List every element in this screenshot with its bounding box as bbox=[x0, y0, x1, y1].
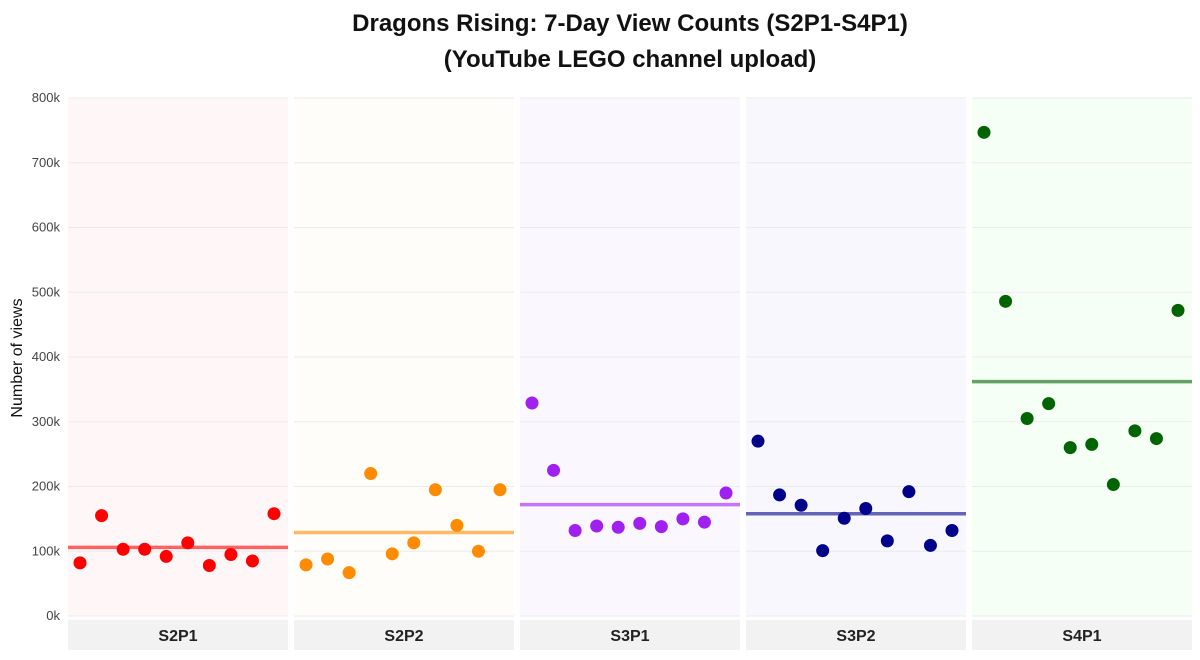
data-point bbox=[407, 536, 421, 550]
data-point bbox=[1128, 424, 1142, 438]
facet-panel: S3P2 bbox=[746, 97, 966, 650]
facet-strip bbox=[972, 620, 1192, 650]
data-point bbox=[73, 556, 87, 570]
facet-strip bbox=[746, 620, 966, 650]
chart-subtitle: (YouTube LEGO channel upload) bbox=[443, 46, 817, 73]
y-tick-label: 800k bbox=[32, 90, 61, 105]
y-axis: 0k 100k 200k 300k 400k 500k 600k 700k 800k bbox=[32, 90, 61, 623]
data-point bbox=[999, 294, 1013, 308]
data-point bbox=[773, 488, 787, 502]
data-point bbox=[902, 485, 916, 499]
y-tick-label: 700k bbox=[32, 155, 61, 170]
facet-panel: S3P1 bbox=[520, 97, 740, 650]
y-tick-label: 300k bbox=[32, 414, 61, 429]
data-point bbox=[697, 515, 711, 529]
data-point bbox=[525, 396, 539, 410]
data-point bbox=[202, 558, 216, 572]
data-point bbox=[299, 558, 313, 572]
data-point bbox=[1171, 303, 1185, 317]
data-point bbox=[116, 542, 130, 556]
facet-strip bbox=[68, 620, 288, 650]
data-point bbox=[138, 542, 152, 556]
data-point bbox=[159, 549, 173, 563]
data-point bbox=[816, 544, 830, 558]
facet-panels: S2P1 S2P2 S3P1 S3P2 S4P1 bbox=[68, 97, 1192, 650]
facet-label: S2P1 bbox=[158, 628, 197, 645]
data-point bbox=[181, 536, 195, 550]
data-point bbox=[945, 524, 959, 538]
data-point bbox=[493, 483, 507, 497]
chart-title-block: Dragons Rising: 7-Day View Counts (S2P1-… bbox=[0, 6, 1200, 78]
data-point bbox=[1042, 397, 1056, 411]
facet-panel: S2P2 bbox=[294, 97, 514, 650]
y-tick-label: 500k bbox=[32, 284, 61, 299]
data-point bbox=[471, 544, 485, 558]
data-point bbox=[611, 520, 625, 534]
data-point bbox=[342, 566, 356, 580]
data-point bbox=[751, 434, 765, 448]
y-tick-label: 400k bbox=[32, 349, 61, 364]
data-point bbox=[794, 498, 808, 512]
chart-title: Dragons Rising: 7-Day View Counts (S2P1-… bbox=[352, 10, 908, 37]
data-point bbox=[245, 554, 259, 568]
facet-panel: S4P1 bbox=[972, 97, 1192, 650]
data-point bbox=[590, 519, 604, 533]
data-point bbox=[1085, 437, 1099, 451]
data-point bbox=[224, 547, 238, 561]
data-point bbox=[547, 463, 561, 477]
data-point bbox=[633, 516, 647, 530]
data-point bbox=[428, 483, 442, 497]
data-point bbox=[977, 125, 991, 139]
facet-strip bbox=[294, 620, 514, 650]
data-point bbox=[654, 520, 668, 534]
data-point bbox=[719, 486, 733, 500]
data-point bbox=[1020, 412, 1034, 426]
facet-label: S2P2 bbox=[384, 628, 423, 645]
y-tick-label: 600k bbox=[32, 220, 61, 235]
data-point bbox=[676, 512, 690, 526]
data-point bbox=[1063, 441, 1077, 455]
facet-strip bbox=[520, 620, 740, 650]
data-point bbox=[859, 502, 873, 516]
data-point bbox=[568, 524, 582, 538]
facet-panel: S2P1 bbox=[68, 97, 288, 650]
facet-label: S3P1 bbox=[610, 628, 649, 645]
facet-label: S3P2 bbox=[836, 628, 875, 645]
data-point bbox=[880, 534, 894, 548]
data-point bbox=[1149, 432, 1163, 446]
facet-label: S4P1 bbox=[1062, 628, 1101, 645]
data-point bbox=[385, 547, 399, 561]
y-tick-label: 200k bbox=[32, 479, 61, 494]
data-point bbox=[450, 518, 464, 532]
data-point bbox=[267, 507, 281, 521]
data-point bbox=[837, 511, 851, 525]
data-point bbox=[95, 509, 109, 523]
data-point bbox=[923, 538, 937, 552]
y-tick-label: 100k bbox=[32, 543, 61, 558]
data-point bbox=[1106, 478, 1120, 492]
y-tick-label: 0k bbox=[46, 608, 60, 623]
y-axis-label: Number of views bbox=[9, 298, 26, 417]
data-point bbox=[321, 552, 335, 566]
data-point bbox=[364, 467, 378, 481]
